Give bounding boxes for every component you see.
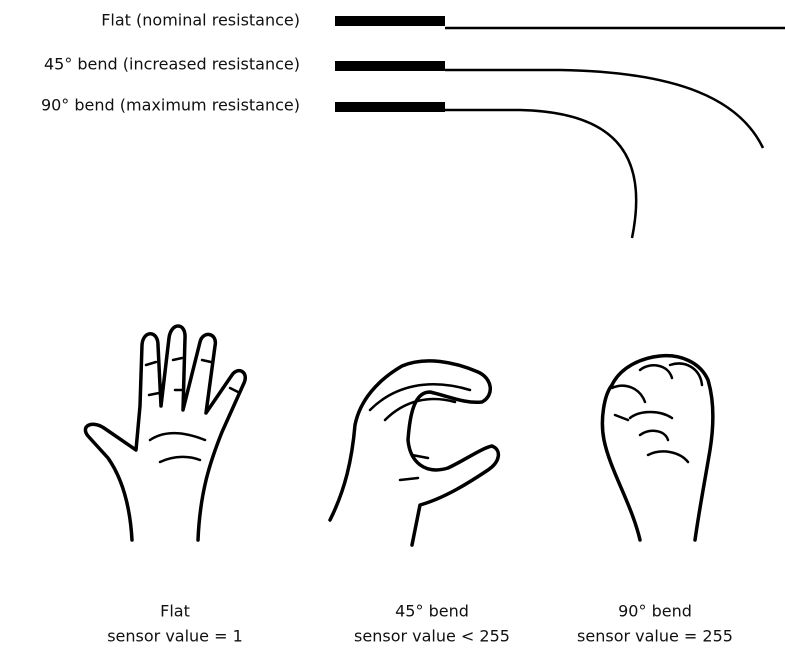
hand-45 (328, 359, 501, 547)
sensor-value: sensor value = 255 (577, 627, 733, 646)
sensor-flat (335, 16, 785, 30)
sensor-90 (335, 102, 638, 239)
sensor-value: sensor value < 255 (354, 627, 510, 646)
hand-90 (600, 353, 715, 542)
bend-label: Flat (nominal resistance) (101, 11, 300, 30)
bend-label: 90° bend (maximum resistance) (41, 96, 300, 115)
hand-name: Flat (160, 602, 190, 621)
hand-name: 90° bend (618, 602, 692, 621)
hand-flat (83, 324, 247, 542)
sensor-value: sensor value = 1 (107, 627, 243, 646)
sensor-45 (335, 61, 765, 149)
hand-name: 45° bend (395, 602, 469, 621)
bend-label: 45° bend (increased resistance) (44, 55, 300, 74)
